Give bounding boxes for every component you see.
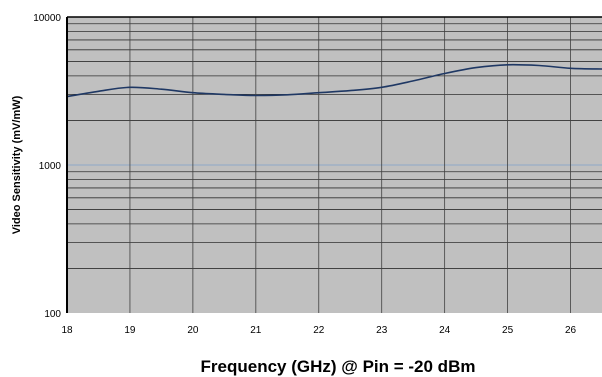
y-tick-label: 1000 xyxy=(39,161,62,172)
x-tick-label: 25 xyxy=(502,325,514,336)
x-tick-label: 24 xyxy=(439,325,451,336)
x-tick-label: 26 xyxy=(565,325,577,336)
x-tick-label: 20 xyxy=(187,325,199,336)
y-tick-label: 10000 xyxy=(33,13,61,24)
x-tick-labels: 18 19 20 21 22 23 24 25 26 xyxy=(61,325,576,336)
x-axis-label: Frequency (GHz) @ Pin = -20 dBm xyxy=(201,357,476,376)
x-tick-label: 18 xyxy=(61,325,73,336)
y-tick-labels: 100 1000 10000 xyxy=(33,13,61,320)
series-line xyxy=(66,63,602,98)
x-tick-label: 22 xyxy=(313,325,325,336)
minor-gridlines xyxy=(67,23,602,269)
x-tick-label: 21 xyxy=(250,325,262,336)
y-tick-label: 100 xyxy=(44,309,61,320)
y-axis-label: Video Sensitivity (mV/mW) xyxy=(11,95,23,234)
x-tick-label: 19 xyxy=(124,325,136,336)
vertical-gridlines xyxy=(129,17,571,313)
x-tick-label: 23 xyxy=(376,325,388,336)
